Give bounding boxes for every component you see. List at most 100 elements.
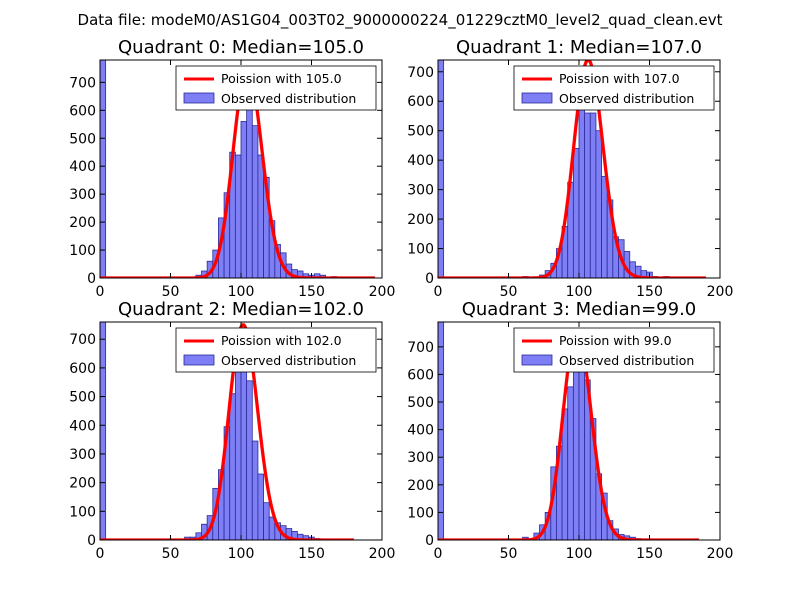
- y-tick-label: 0: [425, 533, 434, 549]
- histogram-bar: [234, 364, 242, 540]
- legend-label-observed: Observed distribution: [559, 353, 694, 368]
- histogram-bar: [100, 322, 107, 540]
- y-tick-label: 300: [69, 447, 96, 463]
- histogram-bar: [100, 60, 107, 278]
- subplot-quadrant-0: Quadrant 0: Median=105.0 0 50 100 150 200 0 100…: [69, 37, 395, 300]
- histogram-bar: [589, 112, 597, 278]
- poisson-curve: [100, 66, 376, 278]
- subplot-quadrant-1: Quadrant 1: Median=107.0 0 50 100 150 200 0 100…: [407, 37, 733, 300]
- x-tick-label: 50: [500, 546, 518, 562]
- histogram-bar: [251, 125, 259, 278]
- y-tick-label: 400: [69, 159, 96, 175]
- y-tick-label: 100: [69, 243, 96, 259]
- subplot-quadrant-2: Quadrant 2: Median=102.0 0 50 100 150 200 0 100…: [69, 299, 395, 562]
- x-tick-label: 200: [707, 546, 734, 562]
- x-tick-label: 150: [298, 284, 325, 300]
- histogram-bar: [246, 380, 253, 540]
- y-tick-label: 300: [407, 183, 434, 199]
- histogram-bar: [438, 60, 445, 278]
- y-tick-label: 400: [407, 423, 434, 439]
- x-tick-label: 200: [369, 284, 396, 300]
- y-tick-label: 700: [69, 332, 96, 348]
- x-tick-label: 100: [566, 546, 593, 562]
- x-tick-label: 50: [162, 546, 180, 562]
- histogram-bar: [572, 147, 580, 278]
- y-tick-label: 100: [407, 242, 434, 258]
- legend-bar-swatch: [521, 354, 553, 366]
- histogram-bar: [257, 154, 264, 278]
- legend-label-poisson: Poission with 102.0: [221, 333, 342, 348]
- y-tick-label: 200: [407, 478, 434, 494]
- y-tick-label: 400: [69, 418, 96, 434]
- y-tick-label: 200: [407, 212, 434, 228]
- subplot-quadrant-3: Quadrant 3: Median=99.0 0 50 100 150 200 0 100 2…: [407, 299, 733, 562]
- plot-area: [100, 60, 376, 278]
- histogram-bar: [240, 356, 248, 540]
- legend-label-observed: Observed distribution: [221, 353, 356, 368]
- y-tick-label: 600: [69, 103, 96, 119]
- y-tick-label: 200: [69, 215, 96, 231]
- histogram-bar: [438, 322, 445, 540]
- x-tick-label: 100: [566, 284, 593, 300]
- legend-label-poisson: Poission with 105.0: [221, 71, 342, 86]
- x-tick-label: 200: [707, 284, 734, 300]
- subplot-title: Quadrant 2: Median=102.0: [118, 299, 364, 320]
- subplot-title: Quadrant 3: Median=99.0: [462, 299, 697, 320]
- legend: Poission with 102.0 Observed distribution: [175, 327, 377, 373]
- histogram-bar: [567, 386, 574, 540]
- legend-label-observed: Observed distribution: [221, 91, 356, 106]
- histogram-bar: [246, 107, 253, 278]
- x-tick-label: 150: [298, 546, 325, 562]
- y-tick-label: 700: [407, 340, 434, 356]
- x-tick-label: 0: [434, 284, 443, 300]
- x-tick-label: 50: [500, 284, 518, 300]
- legend-label-poisson: Poission with 99.0: [559, 333, 672, 348]
- histogram-bar: [578, 99, 586, 278]
- y-tick-label: 500: [69, 390, 96, 406]
- subplot-title: Quadrant 0: Median=105.0: [118, 37, 364, 58]
- legend-label-observed: Observed distribution: [559, 91, 694, 106]
- x-tick-label: 100: [228, 546, 255, 562]
- histogram-bar: [229, 393, 236, 540]
- y-tick-label: 600: [69, 361, 96, 377]
- x-tick-label: 150: [636, 546, 663, 562]
- y-tick-label: 600: [407, 94, 434, 110]
- y-tick-label: 100: [407, 505, 434, 521]
- y-tick-label: 700: [407, 65, 434, 81]
- histogram-bar: [263, 502, 270, 540]
- legend-label-poisson: Poission with 107.0: [559, 71, 680, 86]
- subplot-grid: Quadrant 0: Median=105.0 0 50 100 150 200 0 100…: [69, 37, 733, 562]
- x-tick-label: 150: [636, 284, 663, 300]
- y-tick-label: 300: [407, 450, 434, 466]
- legend: Poission with 107.0 Observed distribution: [513, 65, 715, 111]
- legend: Poission with 105.0 Observed distribution: [175, 65, 377, 111]
- y-tick-label: 600: [407, 367, 434, 383]
- y-tick-label: 500: [407, 124, 434, 140]
- x-tick-label: 50: [162, 284, 180, 300]
- histogram-bar: [240, 121, 248, 278]
- y-tick-label: 0: [87, 271, 96, 287]
- legend-bar-swatch: [183, 354, 215, 366]
- poisson-curve: [438, 60, 706, 278]
- y-tick-label: 500: [407, 395, 434, 411]
- figure-suptitle: Data file: modeM0/AS1G04_003T02_90000002…: [78, 11, 723, 30]
- y-tick-label: 0: [87, 533, 96, 549]
- histogram-bar: [584, 112, 591, 278]
- y-tick-label: 200: [69, 476, 96, 492]
- histogram-bar: [601, 175, 608, 278]
- histogram-bar: [257, 473, 264, 540]
- y-tick-label: 100: [69, 504, 96, 520]
- histogram-bar: [595, 130, 602, 278]
- x-tick-label: 200: [369, 546, 396, 562]
- x-tick-label: 0: [96, 284, 105, 300]
- x-tick-label: 100: [228, 284, 255, 300]
- y-tick-label: 300: [69, 187, 96, 203]
- x-tick-label: 0: [96, 546, 105, 562]
- legend: Poission with 99.0 Observed distribution: [513, 327, 715, 373]
- histogram-bar: [234, 154, 242, 278]
- legend-bar-swatch: [521, 92, 553, 104]
- y-tick-label: 700: [69, 75, 96, 91]
- legend-bar-swatch: [183, 92, 215, 104]
- x-tick-label: 0: [434, 546, 443, 562]
